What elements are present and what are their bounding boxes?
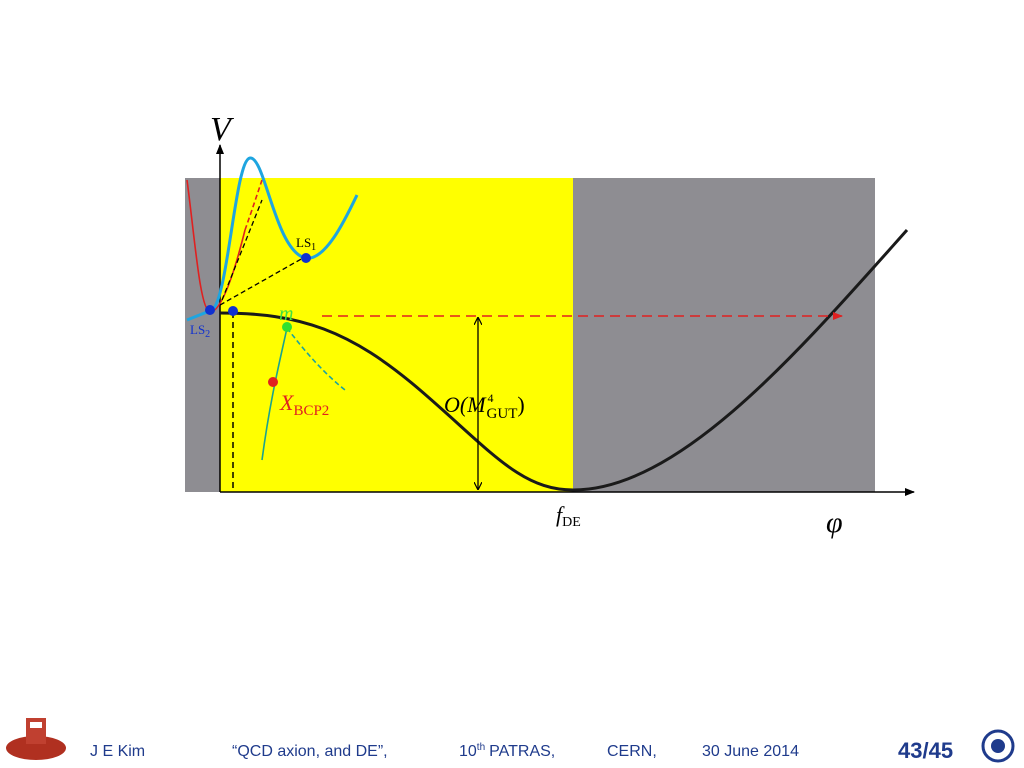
ls1-sub: 1 [311,242,316,253]
m-point [282,322,292,332]
talk-title: “QCD axion, and DE”, [232,743,388,760]
scale-label: O(M 4 GUT) [444,391,525,422]
blue-curve [186,156,359,322]
fde-label: fDE [556,502,581,530]
place: CERN, [607,743,657,760]
author: J E Kim [90,743,145,760]
scale-sup: 4 [488,391,494,405]
potential-diagram: V φ LS1 LS2 m XBCP2 O(M 4 GUT) fDE [185,111,915,539]
scale-pre: O(M [444,392,487,417]
xbcp-label: XBCP2 [279,390,329,419]
ls2-point [205,305,215,315]
right-logo [981,729,1015,763]
ls1-base: LS [296,235,311,250]
phi-label: φ [826,506,843,539]
scale-post: ) [517,392,524,417]
conf-sup: th [477,742,485,753]
fde-sub: DE [562,515,581,530]
fde-base: f [556,502,565,527]
date: 30 June 2014 [702,743,799,760]
xbcp-point [268,377,278,387]
ls2-sub: 2 [205,329,210,340]
scale-sub: GUT [487,406,518,422]
xbcp-sub: BCP2 [293,403,329,419]
footer: J E Kim “QCD axion, and DE”, 10th PATRAS,… [6,718,1015,763]
yellow-region [220,178,573,492]
point [228,306,238,316]
ls1-point [301,253,311,263]
m-label: m [279,303,293,325]
potential-curve [219,229,909,492]
ls2-label: LS2 [190,322,210,340]
dashed-link [221,199,263,301]
conference: 10th PATRAS, [459,742,555,760]
v-label: V [210,111,235,148]
left-logo [6,718,66,760]
conf-num: 10 [459,743,477,760]
ls2-base: LS [190,322,205,337]
xbcp-base: X [279,390,295,415]
red-dashed-curve [244,179,263,231]
page-number: 43/45 [898,738,953,763]
conf-name: PATRAS, [489,743,555,760]
ls1-label: LS1 [296,235,316,253]
teal-dashed-curve [286,327,346,391]
